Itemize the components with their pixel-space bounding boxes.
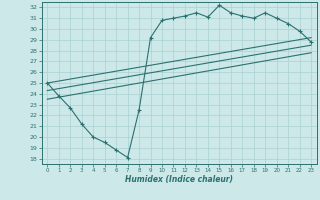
- X-axis label: Humidex (Indice chaleur): Humidex (Indice chaleur): [125, 175, 233, 184]
